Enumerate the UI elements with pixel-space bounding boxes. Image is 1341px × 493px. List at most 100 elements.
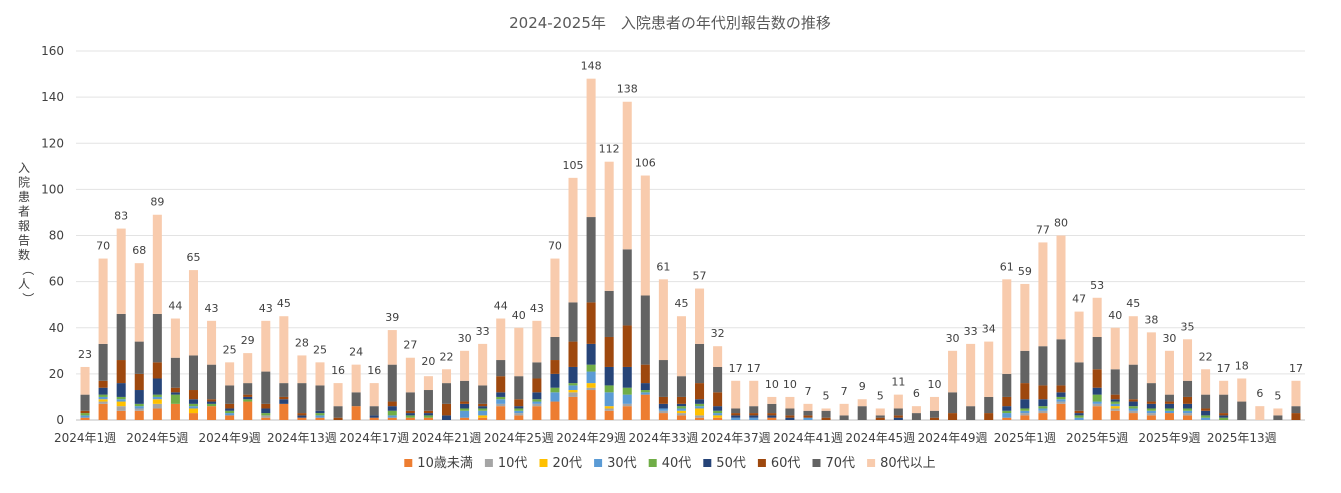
bar-segment bbox=[170, 394, 180, 404]
total-label: 28 bbox=[295, 336, 309, 349]
bar-segment bbox=[98, 403, 108, 420]
total-label: 17 bbox=[729, 362, 743, 375]
bar-segment bbox=[658, 279, 668, 361]
bar-segment bbox=[152, 214, 162, 314]
bar-segment bbox=[1164, 403, 1174, 409]
bar-segment bbox=[785, 396, 795, 409]
chart-title: 2024-2025年 入院患者の年代別報告数の推移 bbox=[509, 14, 831, 32]
bar-segment bbox=[1038, 413, 1048, 420]
legend-label: 10歳未満 bbox=[417, 456, 473, 471]
bar-segment bbox=[225, 403, 235, 409]
bar-segment bbox=[821, 408, 831, 411]
bar-segment bbox=[695, 403, 705, 407]
bar-segment bbox=[1092, 387, 1102, 395]
bar-segment bbox=[1038, 385, 1048, 400]
bar-segment bbox=[1092, 297, 1102, 337]
bar-segment bbox=[116, 396, 126, 400]
bar-segment bbox=[261, 415, 271, 418]
bar-segment bbox=[568, 302, 578, 342]
y-tick-label: 120 bbox=[41, 136, 64, 150]
bar-segment bbox=[351, 392, 361, 407]
total-label: 112 bbox=[599, 143, 620, 156]
bar-segment bbox=[803, 403, 813, 411]
bar-segment bbox=[134, 341, 144, 374]
bar-segment bbox=[460, 401, 470, 404]
bar-segment bbox=[929, 417, 940, 420]
bar-segment bbox=[966, 406, 976, 420]
bar-segment bbox=[586, 78, 596, 218]
total-label: 33 bbox=[476, 325, 490, 338]
bar-segment bbox=[1056, 339, 1066, 386]
total-label: 7 bbox=[804, 385, 811, 398]
bar-segment bbox=[640, 394, 650, 420]
bar-segment bbox=[405, 417, 415, 420]
total-label: 6 bbox=[1256, 387, 1263, 400]
total-label: 148 bbox=[581, 60, 602, 73]
bar-segment bbox=[622, 394, 632, 404]
bar-segment bbox=[369, 406, 379, 416]
bar-segment bbox=[369, 415, 379, 418]
total-label: 68 bbox=[132, 244, 146, 257]
bar-segment bbox=[1056, 396, 1066, 400]
total-label: 61 bbox=[656, 260, 670, 273]
total-label: 45 bbox=[674, 297, 688, 310]
bar-segment bbox=[333, 383, 343, 407]
y-tick-label: 160 bbox=[41, 44, 64, 58]
bar-segment bbox=[676, 410, 686, 414]
bar-segment bbox=[441, 415, 452, 420]
bar-segment bbox=[803, 410, 813, 416]
bar-segment bbox=[821, 410, 831, 418]
bar-segment bbox=[622, 387, 632, 395]
x-tick-label: 2024年21週 bbox=[412, 431, 482, 445]
bar-segment bbox=[152, 408, 162, 420]
bar-segment bbox=[170, 403, 180, 420]
bar-segment bbox=[152, 378, 162, 395]
bar-segment bbox=[767, 396, 777, 404]
bar-segment bbox=[1110, 406, 1120, 409]
bar-segment bbox=[640, 390, 650, 393]
bar-segment bbox=[929, 410, 940, 418]
bar-segment bbox=[1038, 399, 1048, 407]
legend-label: 40代 bbox=[662, 456, 692, 471]
total-label: 33 bbox=[964, 325, 978, 338]
total-label: 16 bbox=[367, 364, 381, 377]
bar-segment bbox=[170, 387, 180, 393]
bar-segment bbox=[1002, 373, 1012, 397]
bar-segment bbox=[568, 390, 578, 393]
bar-segment bbox=[875, 417, 885, 420]
bar-segment bbox=[387, 401, 397, 407]
total-label: 32 bbox=[711, 327, 725, 340]
bar-segment bbox=[1092, 336, 1102, 370]
bar-segment bbox=[225, 385, 235, 404]
bar-segment bbox=[1074, 413, 1084, 416]
bar-segment bbox=[1237, 378, 1247, 402]
total-label: 40 bbox=[1108, 309, 1122, 322]
bar-segment bbox=[604, 392, 614, 407]
bar-segment bbox=[243, 396, 253, 400]
bar-segment bbox=[405, 392, 415, 411]
bar-segment bbox=[550, 373, 560, 388]
bar-segment bbox=[713, 406, 723, 411]
legend-swatch bbox=[757, 459, 766, 467]
bar-segment bbox=[568, 366, 578, 384]
bar-segment bbox=[695, 415, 705, 418]
bar-segment bbox=[1038, 346, 1048, 386]
bar-segment bbox=[243, 399, 253, 402]
bar-segment bbox=[514, 327, 524, 377]
bar-segment bbox=[875, 408, 885, 416]
bar-segment bbox=[1183, 339, 1193, 381]
bar-segment bbox=[1164, 408, 1174, 411]
bar-segment bbox=[243, 401, 253, 420]
bar-segment bbox=[80, 413, 90, 416]
bar-segment bbox=[1128, 408, 1138, 411]
bar-segment bbox=[98, 380, 108, 388]
bar-segment bbox=[1020, 283, 1030, 351]
bar-segment bbox=[550, 401, 560, 420]
bar-segment bbox=[98, 394, 108, 397]
bar-segment bbox=[1002, 410, 1012, 414]
y-axis-title-char: 者 bbox=[18, 205, 30, 219]
bar-segment bbox=[622, 366, 632, 388]
bar-segment bbox=[604, 406, 614, 409]
bar-segment bbox=[767, 403, 777, 414]
